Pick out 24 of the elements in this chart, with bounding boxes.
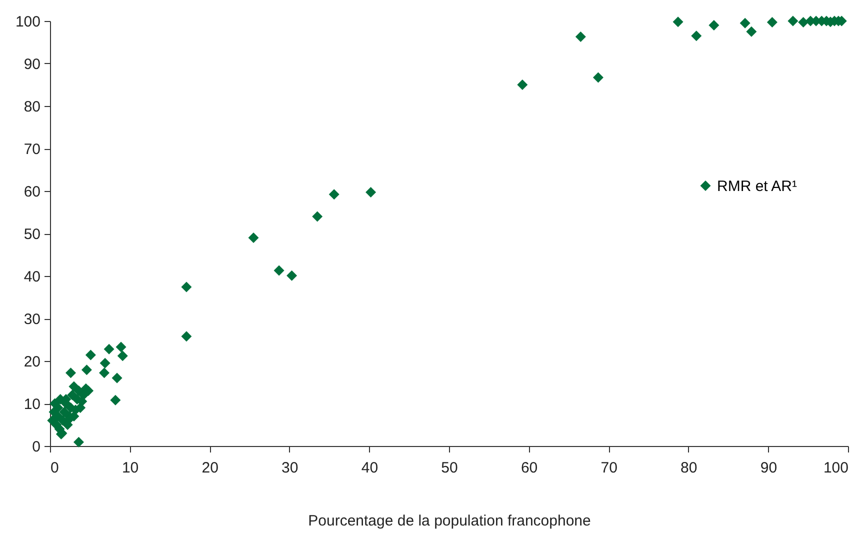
x-tick-label: 100 (823, 460, 848, 476)
y-tick-label: 90 (24, 56, 40, 73)
y-tick-label: 40 (24, 268, 40, 286)
legend-label: RMR et AR¹ (717, 178, 798, 195)
y-tick-label: 100 (15, 14, 40, 30)
x-tick-label: 30 (282, 460, 298, 476)
x-axis-title: Pourcentage de la population francophone (308, 512, 591, 530)
x-tick-label: 10 (122, 460, 139, 476)
x-tick-label: 60 (520, 460, 538, 476)
x-tick-label: 50 (441, 460, 458, 476)
y-tick-label: 60 (24, 184, 40, 200)
y-tick-label: 20 (24, 354, 40, 370)
y-tick-label: 0 (32, 438, 40, 456)
y-tick-label: 80 (24, 98, 40, 116)
y-tick-label: 30 (24, 311, 40, 328)
x-tick-label: 40 (361, 460, 378, 476)
x-tick-label: 70 (600, 460, 618, 476)
x-tick-label: 0 (50, 460, 59, 476)
x-tick-label: 80 (680, 460, 698, 476)
x-tick-label: 20 (202, 460, 218, 476)
y-tick-label: 10 (24, 396, 40, 413)
y-tick-label: 50 (24, 226, 40, 243)
y-tick-label: 70 (24, 141, 40, 158)
x-tick-label: 90 (760, 460, 778, 476)
